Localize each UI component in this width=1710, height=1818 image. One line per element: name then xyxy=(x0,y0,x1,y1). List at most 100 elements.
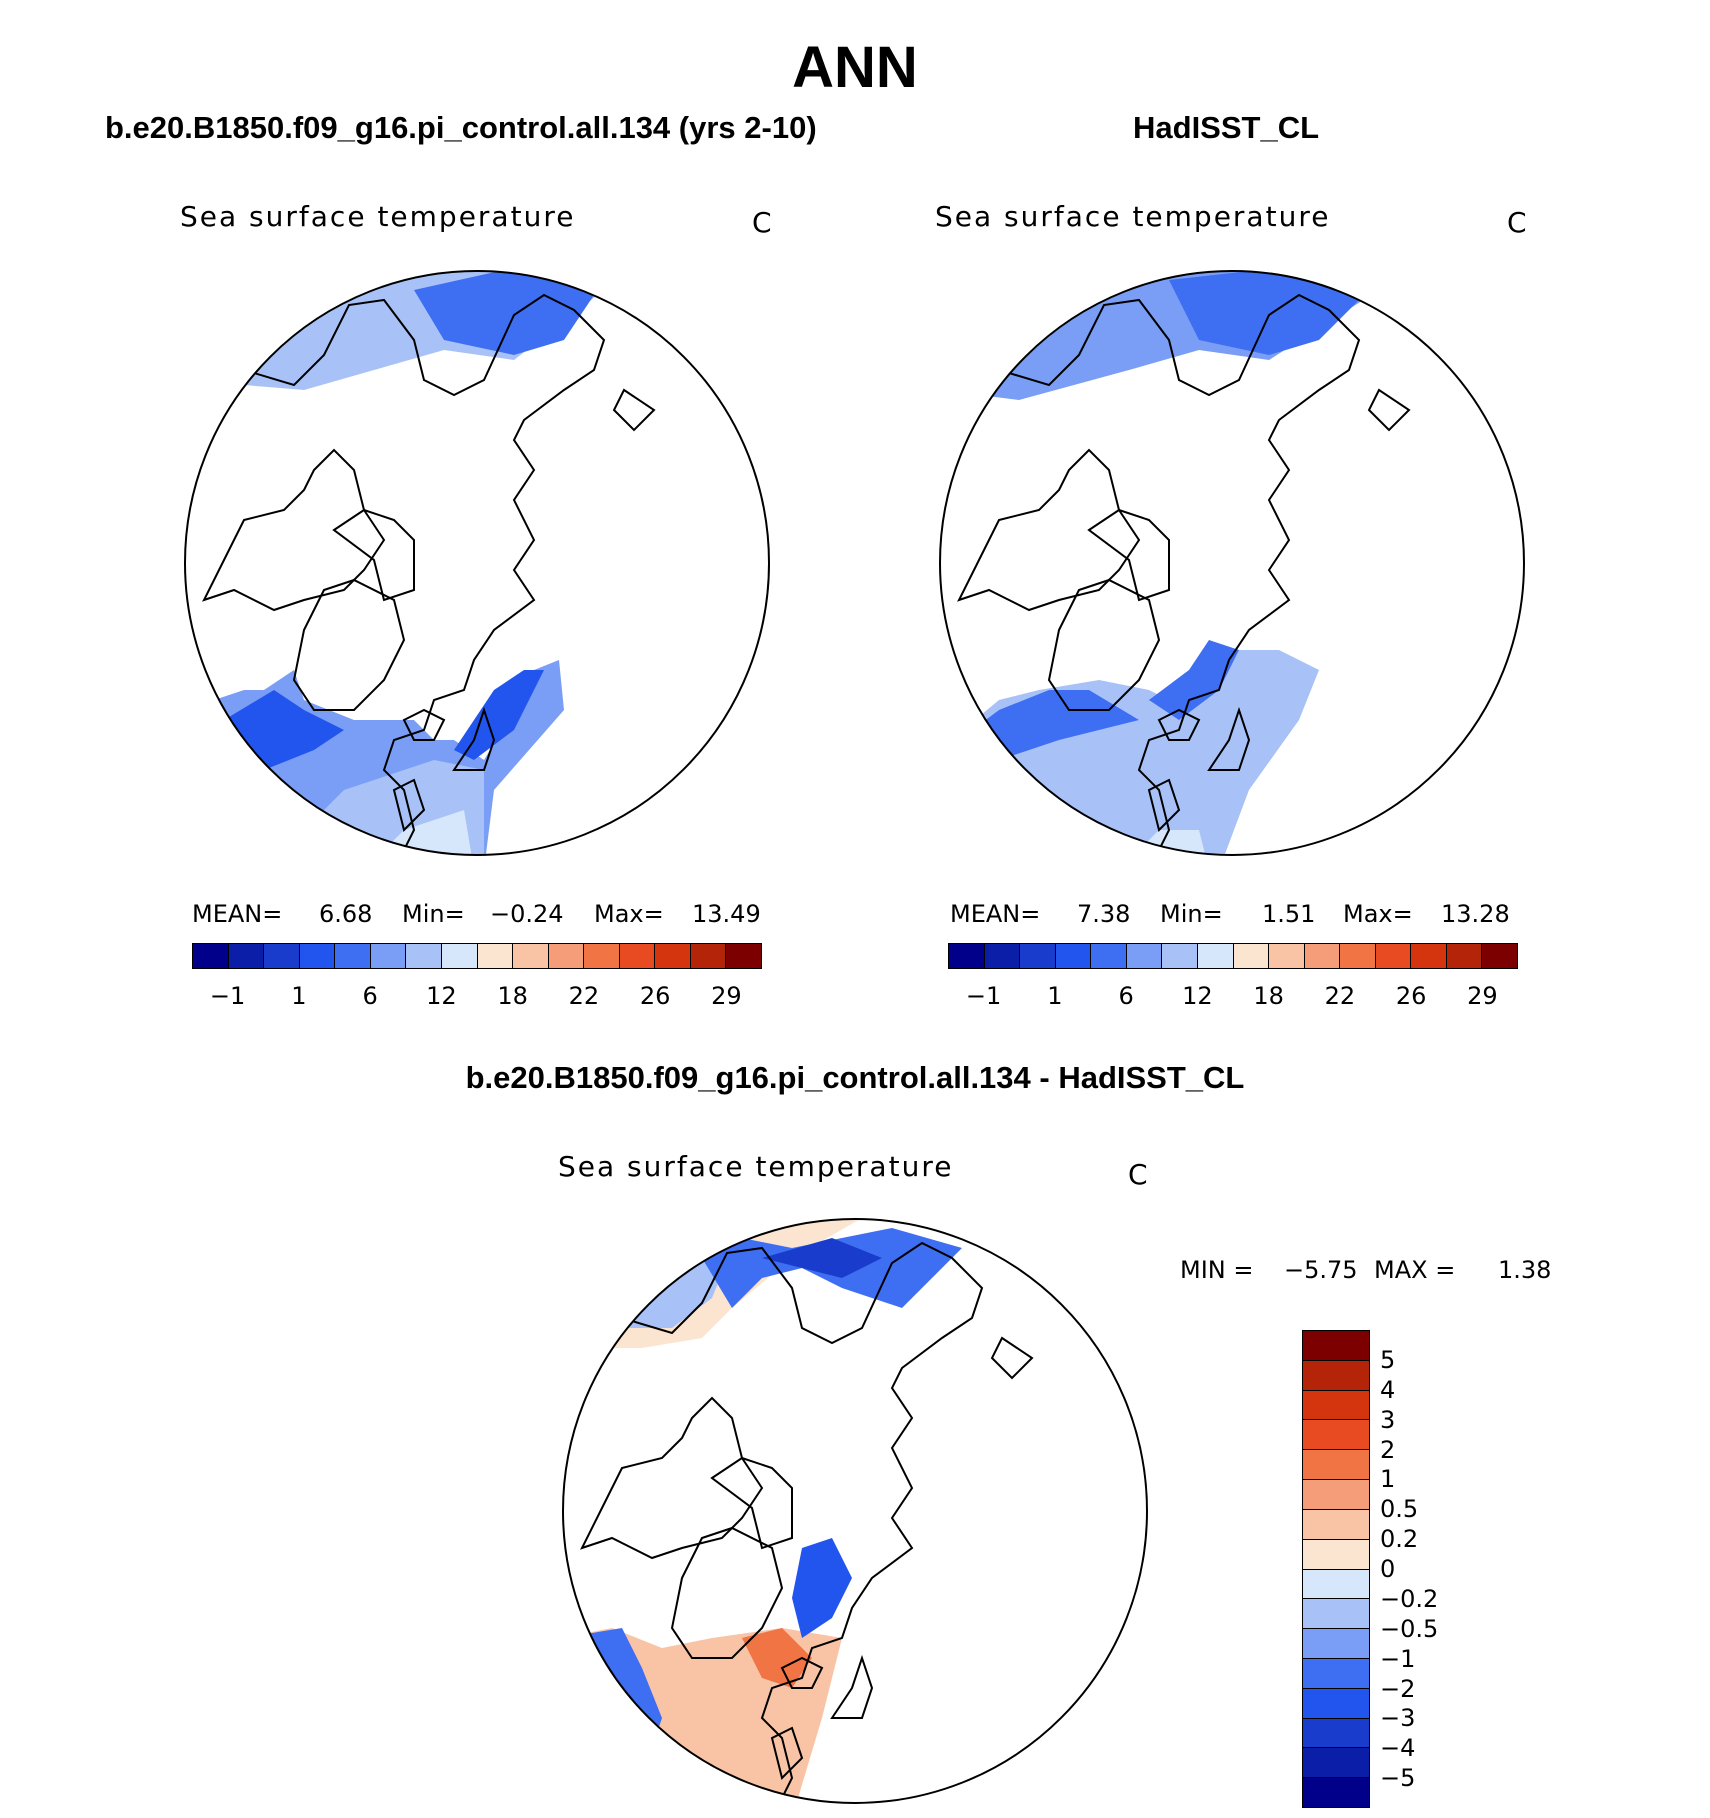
obs-units-label: C xyxy=(1507,206,1529,239)
diff-colorbar-box xyxy=(1303,1718,1369,1749)
model-panel-title: b.e20.B1850.f09_g16.pi_control.all.134 (… xyxy=(105,110,817,145)
model-colorbar xyxy=(192,943,762,969)
diff-colorbar-box xyxy=(1303,1688,1369,1719)
diff-colorbar-box xyxy=(1303,1748,1369,1779)
diff-max-label: MAX = xyxy=(1374,1256,1456,1284)
diff-variable-label: Sea surface temperature xyxy=(558,1150,954,1183)
model-colorbar-box xyxy=(548,944,585,968)
obs-colorbar xyxy=(948,943,1518,969)
diff-colorbar-box xyxy=(1303,1658,1369,1689)
model-colorbar-box xyxy=(655,944,691,968)
obs-colorbar-box xyxy=(1091,944,1127,968)
obs-colorbar-tick-label: −1 xyxy=(965,982,1002,1010)
diff-colorbar-tick-label: 0 xyxy=(1380,1555,1396,1583)
obs-colorbar-box xyxy=(1411,944,1447,968)
diff-colorbar-ticks: 5 4 3 2 1 0.5 0.2 0 −0.2 −0.5 −1 −2 −3 −4 −5 xyxy=(1380,1330,1500,1808)
obs-map-boundary xyxy=(939,270,1525,856)
diff-stats: MIN = −5.75 MAX = 1.38 xyxy=(1180,1256,1560,1286)
model-coastlines xyxy=(185,293,656,855)
obs-colorbar-tick-label: 6 xyxy=(1118,982,1134,1010)
diff-colorbar-tick-label: −5 xyxy=(1380,1764,1416,1793)
diff-colorbar-tick-label: 0.2 xyxy=(1380,1525,1419,1554)
obs-colorbar-box xyxy=(1304,944,1341,968)
model-colorbar-box xyxy=(193,944,229,968)
diff-colorbar-tick-label: −0.5 xyxy=(1380,1614,1439,1643)
model-colorbar-box xyxy=(513,944,549,968)
diff-panel-title: b.e20.B1850.f09_g16.pi_control.all.134 -… xyxy=(465,1060,1245,1095)
model-colorbar-box xyxy=(477,944,514,968)
diff-map-boundary xyxy=(562,1218,1148,1804)
obs-variable-label: Sea surface temperature xyxy=(935,200,1331,233)
model-colorbar-box xyxy=(690,944,727,968)
obs-polar-map xyxy=(939,270,1525,856)
diff-colorbar-tick-label: −2 xyxy=(1380,1674,1416,1703)
model-colorbar-tick-label: 26 xyxy=(639,982,671,1010)
model-colorbar-tick-label: 12 xyxy=(426,982,457,1010)
model-units-label: C xyxy=(752,206,774,239)
diff-min-value: −5.75 xyxy=(1284,1256,1358,1284)
diff-colorbar-tick-label: 2 xyxy=(1380,1435,1396,1464)
obs-colorbar-tick-label: 26 xyxy=(1395,982,1427,1010)
obs-colorbar-box xyxy=(1482,944,1517,968)
model-colorbar-tick-label: 18 xyxy=(497,982,528,1010)
model-colorbar-box xyxy=(406,944,442,968)
diff-coastlines xyxy=(563,1241,1034,1803)
diff-colorbar-box xyxy=(1303,1420,1369,1451)
obs-colorbar-box xyxy=(1269,944,1305,968)
model-colorbar-box xyxy=(441,944,478,968)
obs-panel-title: HadISST_CL xyxy=(1133,110,1320,145)
diff-colorbar-tick-label: 5 xyxy=(1380,1345,1396,1374)
model-mean-value: 6.68 xyxy=(319,900,373,928)
model-colorbar-tick-label: −1 xyxy=(209,982,246,1010)
model-colorbar-ticks: −1 1 6 12 18 22 26 29 xyxy=(192,982,762,1012)
obs-colorbar-box xyxy=(1020,944,1056,968)
obs-max-value: 13.28 xyxy=(1441,900,1510,928)
model-colorbar-box xyxy=(370,944,407,968)
model-colorbar-box xyxy=(335,944,371,968)
diff-colorbar xyxy=(1302,1330,1370,1808)
obs-colorbar-tick-label: 18 xyxy=(1253,982,1284,1010)
model-max-value: 13.49 xyxy=(692,900,761,928)
model-colorbar-box xyxy=(726,944,761,968)
obs-min-value: 1.51 xyxy=(1262,900,1316,928)
diff-max-value: 1.38 xyxy=(1498,1256,1552,1284)
obs-colorbar-ticks: −1 1 6 12 18 22 26 29 xyxy=(948,982,1518,1012)
obs-coastlines xyxy=(940,293,1411,855)
obs-colorbar-tick-label: 12 xyxy=(1182,982,1213,1010)
model-map-boundary xyxy=(184,270,770,856)
obs-max-label: Max= xyxy=(1343,900,1413,928)
obs-colorbar-box xyxy=(1375,944,1412,968)
obs-stats: MEAN= 7.38 Min= 1.51 Max= 13.28 xyxy=(950,900,1520,930)
model-stats: MEAN= 6.68 Min= −0.24 Max= 13.49 xyxy=(192,900,762,930)
diff-colorbar-tick-label: 4 xyxy=(1380,1375,1396,1404)
model-max-label: Max= xyxy=(594,900,664,928)
obs-colorbar-tick-label: 1 xyxy=(1047,982,1063,1010)
diff-colorbar-tick-label: −1 xyxy=(1380,1644,1416,1673)
obs-mean-label: MEAN= xyxy=(950,900,1041,928)
model-min-value: −0.24 xyxy=(490,900,564,928)
obs-min-label: Min= xyxy=(1160,900,1223,928)
diff-polar-map xyxy=(562,1218,1148,1804)
diff-colorbar-tick-label: −0.2 xyxy=(1380,1584,1439,1613)
obs-colorbar-box xyxy=(1162,944,1198,968)
obs-colorbar-box xyxy=(1197,944,1234,968)
model-colorbar-tick-label: 1 xyxy=(291,982,307,1010)
model-colorbar-box xyxy=(619,944,656,968)
diff-colorbar-box xyxy=(1303,1629,1369,1659)
diff-colorbar-tick-label: −4 xyxy=(1380,1734,1416,1763)
model-colorbar-tick-label: 29 xyxy=(711,982,742,1010)
diff-colorbar-box xyxy=(1303,1390,1369,1421)
model-colorbar-tick-label: 22 xyxy=(568,982,600,1010)
diff-min-label: MIN = xyxy=(1180,1256,1254,1284)
obs-mean-value: 7.38 xyxy=(1077,900,1131,928)
model-min-label: Min= xyxy=(402,900,465,928)
diff-colorbar-tick-label: −3 xyxy=(1380,1704,1416,1733)
diff-colorbar-box xyxy=(1303,1599,1369,1630)
diff-sst-field xyxy=(563,1219,962,1803)
diff-units-label: C xyxy=(1128,1158,1150,1191)
obs-colorbar-box xyxy=(949,944,985,968)
obs-colorbar-box xyxy=(1126,944,1163,968)
diff-colorbar-tick-label: 1 xyxy=(1380,1465,1396,1494)
obs-colorbar-box xyxy=(984,944,1021,968)
diff-colorbar-box xyxy=(1303,1360,1369,1391)
